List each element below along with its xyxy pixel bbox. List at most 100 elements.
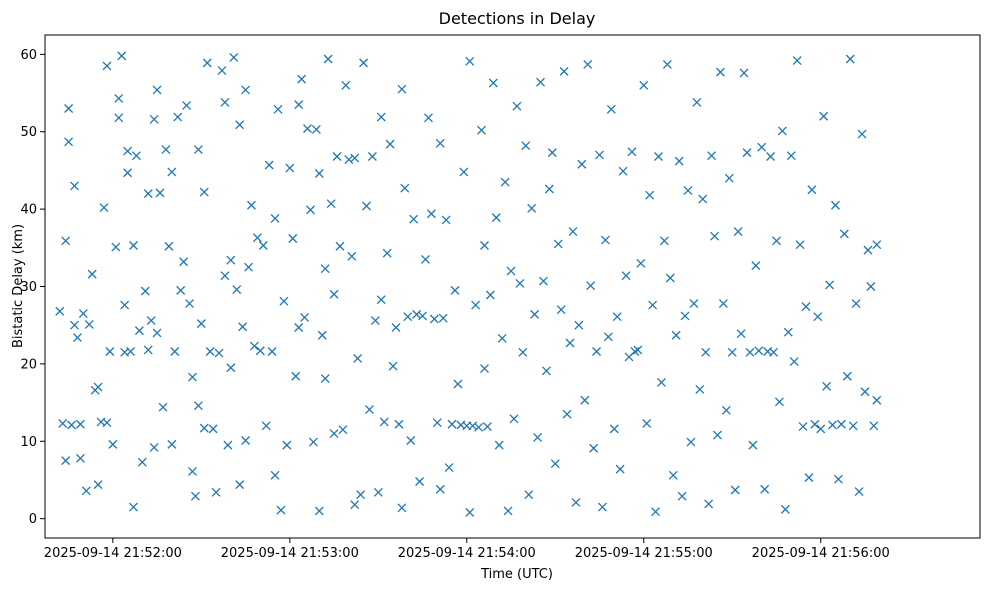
data-point xyxy=(75,419,85,429)
data-point xyxy=(707,151,717,161)
data-point xyxy=(804,473,814,483)
data-point xyxy=(190,491,200,501)
data-point xyxy=(329,429,339,438)
y-axis: 0 10 20 30 40 50 60 xyxy=(20,48,45,527)
data-point xyxy=(305,205,315,215)
data-point xyxy=(376,112,386,122)
data-point xyxy=(677,491,687,501)
data-point xyxy=(615,464,625,474)
data-point xyxy=(294,323,304,332)
data-point xyxy=(379,417,389,427)
data-point xyxy=(123,168,133,178)
data-point xyxy=(444,463,454,473)
data-point xyxy=(671,330,681,340)
data-point xyxy=(61,456,71,466)
y-tick-label: 10 xyxy=(20,435,37,450)
data-point xyxy=(188,372,197,382)
x-tick-label: 2025-09-14 21:55:00 xyxy=(575,546,713,561)
data-point xyxy=(518,347,528,357)
data-point xyxy=(409,214,419,224)
data-point xyxy=(338,425,348,435)
data-point xyxy=(480,241,489,250)
data-point xyxy=(541,366,551,376)
data-point xyxy=(167,167,177,177)
data-point xyxy=(842,371,852,381)
data-point xyxy=(143,189,153,199)
data-point xyxy=(137,457,147,467)
data-point xyxy=(303,124,312,134)
data-point xyxy=(772,236,781,246)
data-point xyxy=(149,114,159,124)
data-point xyxy=(639,80,649,90)
data-point xyxy=(276,505,286,515)
data-point xyxy=(730,485,740,495)
data-point xyxy=(633,345,643,355)
data-point xyxy=(120,300,130,310)
data-point xyxy=(468,421,478,431)
data-point xyxy=(235,480,245,490)
data-point xyxy=(866,282,876,291)
data-point xyxy=(774,397,784,407)
data-point xyxy=(527,203,537,213)
data-point xyxy=(297,74,307,84)
data-point xyxy=(84,319,94,329)
data-point xyxy=(403,312,413,322)
data-point xyxy=(270,470,280,480)
data-point xyxy=(465,56,475,66)
data-point xyxy=(795,240,805,250)
data-point xyxy=(474,422,484,432)
data-point xyxy=(595,150,604,160)
data-point xyxy=(562,409,572,419)
data-point xyxy=(621,271,631,281)
data-point xyxy=(851,299,861,308)
data-point xyxy=(400,183,410,193)
data-point xyxy=(131,151,141,161)
data-point xyxy=(854,487,864,497)
data-point xyxy=(435,138,445,148)
data-point xyxy=(261,421,271,431)
data-point xyxy=(500,177,510,187)
data-point xyxy=(426,209,436,219)
data-point xyxy=(465,508,475,517)
data-point xyxy=(61,236,71,246)
data-point xyxy=(509,414,519,424)
data-point xyxy=(494,440,504,450)
data-point xyxy=(105,347,115,356)
data-point xyxy=(81,486,91,496)
data-point xyxy=(689,299,699,308)
data-point xyxy=(364,405,374,415)
data-point xyxy=(123,146,133,156)
data-point xyxy=(423,113,433,123)
data-point xyxy=(285,163,295,173)
data-point xyxy=(533,432,543,442)
data-point xyxy=(748,440,758,450)
data-point xyxy=(320,264,330,274)
data-point xyxy=(825,280,835,290)
data-point xyxy=(235,120,245,130)
data-point xyxy=(87,269,97,279)
data-point xyxy=(114,93,124,103)
data-point xyxy=(264,160,274,170)
data-point xyxy=(828,420,837,430)
y-axis-label: Bistatic Delay (km) xyxy=(11,224,26,348)
data-point xyxy=(176,285,186,295)
data-point xyxy=(627,147,637,157)
data-point xyxy=(344,155,354,165)
data-point xyxy=(512,101,522,111)
data-point xyxy=(134,326,144,336)
data-point xyxy=(117,51,127,61)
data-point xyxy=(350,153,360,163)
data-point xyxy=(152,328,162,338)
data-point xyxy=(447,419,457,429)
data-point xyxy=(833,474,843,484)
data-point xyxy=(686,437,696,447)
data-point xyxy=(412,309,422,319)
data-point xyxy=(813,312,823,322)
data-point xyxy=(353,354,363,363)
data-point xyxy=(586,281,596,291)
data-point xyxy=(93,382,103,392)
data-point xyxy=(335,241,345,251)
data-point xyxy=(220,97,230,107)
data-point xyxy=(188,466,197,476)
data-point xyxy=(701,347,711,357)
